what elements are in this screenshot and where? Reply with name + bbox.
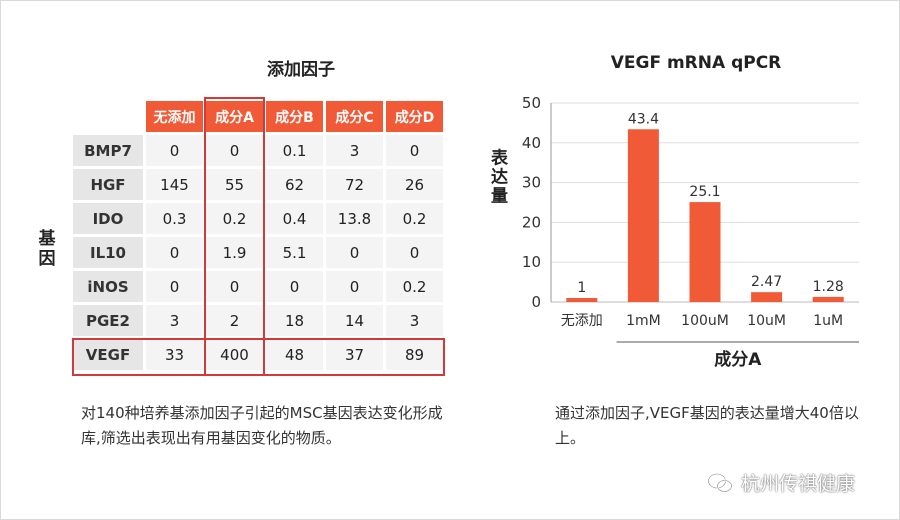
row-axis-label: 基因 [38, 229, 56, 269]
column-header: 成分D [386, 101, 443, 132]
x-tick-label: 1mM [626, 313, 661, 329]
table-cell: 0.2 [386, 271, 443, 302]
table-cell: 3 [386, 305, 443, 336]
bar [566, 298, 598, 302]
table-cell: 26 [386, 169, 443, 200]
row-label: BMP7 [73, 135, 143, 166]
y-tick-label: 0 [531, 293, 541, 311]
wechat-icon [707, 472, 733, 492]
table-cell: 13.8 [326, 203, 383, 234]
table-cell: 48 [266, 339, 323, 370]
table-cell: 0 [326, 237, 383, 268]
table-cell: 18 [266, 305, 323, 336]
x-tick-label: 100uM [681, 313, 729, 329]
table-cell: 72 [326, 169, 383, 200]
row-label: IL10 [73, 237, 143, 268]
y-tick-label: 40 [522, 134, 541, 152]
y-axis-label: 表达量 [487, 147, 508, 205]
data-label: 1 [577, 280, 586, 296]
data-label: 1.28 [813, 279, 844, 295]
table-cell: 0 [326, 271, 383, 302]
table-cell: 3 [146, 305, 203, 336]
table-cell: 0 [386, 237, 443, 268]
column-header: 无添加 [146, 101, 203, 132]
table-caption: 对140种培养基添加因子引起的MSC基因表达变化形成库,筛选出表现出有用基因变化… [81, 404, 443, 447]
table-cell: 145 [146, 169, 203, 200]
table-title: 添加因子 [267, 60, 335, 80]
data-label: 25.1 [689, 184, 720, 200]
data-label: 43.4 [628, 111, 659, 127]
bar [689, 202, 721, 302]
x-tick-label: 1uM [813, 313, 843, 329]
table-corner [73, 101, 143, 132]
table-cell: 0.3 [146, 203, 203, 234]
bar [627, 129, 659, 302]
column-header: 成分B [266, 101, 323, 132]
table-cell: 5.1 [266, 237, 323, 268]
row-label: VEGF [73, 339, 143, 370]
table-cell: 0.2 [386, 203, 443, 234]
column-header: 成分C [326, 101, 383, 132]
table-cell: 2 [206, 305, 263, 336]
row-label: iNOS [73, 271, 143, 302]
bar-chart: 0 10 20 30 40 50 表达量 1 无添加 43.4 1mM 25.1 100uM 2.47 10… [487, 94, 859, 370]
table-cell: 0 [206, 135, 263, 166]
table-cell: 0 [206, 271, 263, 302]
table-cell: 0 [386, 135, 443, 166]
table-cell: 1.9 [206, 237, 263, 268]
table-cell: 0.2 [206, 203, 263, 234]
table-cell: 0.4 [266, 203, 323, 234]
y-tick-label: 50 [522, 94, 541, 112]
table-cell: 0 [146, 237, 203, 268]
table-cell: 89 [386, 339, 443, 370]
row-label: IDO [73, 203, 143, 234]
chart-caption: 通过添加因子,VEGF基因的表达量增大40倍以上。 [555, 404, 859, 447]
table-cell: 400 [206, 339, 263, 370]
column-header: 成分A [206, 101, 263, 132]
y-tick-label: 20 [522, 213, 541, 231]
table-cell: 0 [146, 271, 203, 302]
table-cell: 55 [206, 169, 263, 200]
table-cell: 3 [326, 135, 383, 166]
bar [751, 292, 783, 302]
row-label: PGE2 [73, 305, 143, 336]
bar [812, 296, 844, 302]
data-label: 2.47 [751, 274, 782, 290]
table-cell: 0.1 [266, 135, 323, 166]
watermark-text: 杭州传祺健康 [741, 473, 856, 495]
group-label: 成分A [714, 349, 762, 370]
x-tick-label: 无添加 [561, 313, 603, 329]
y-tick-label: 10 [522, 253, 541, 271]
table-cell: 0 [266, 271, 323, 302]
y-tick-label: 30 [522, 174, 541, 192]
chart-title: VEGF mRNA qPCR [610, 53, 782, 73]
gene-expression-table: 无添加 成分A 成分B 成分C 成分D BMP7 0 0 0.1 3 0 HGF 145 55 6… [73, 101, 443, 370]
table-cell: 0 [146, 135, 203, 166]
row-label: HGF [73, 169, 143, 200]
table-cell: 62 [266, 169, 323, 200]
watermark: 杭州传祺健康 [707, 469, 855, 496]
table-cell: 33 [146, 339, 203, 370]
x-tick-label: 10uM [747, 313, 786, 329]
table-cell: 37 [326, 339, 383, 370]
table-cell: 14 [326, 305, 383, 336]
